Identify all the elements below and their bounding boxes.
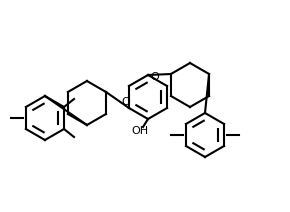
Text: O: O: [121, 97, 130, 107]
Text: O: O: [150, 72, 159, 82]
Text: OH: OH: [131, 126, 148, 136]
